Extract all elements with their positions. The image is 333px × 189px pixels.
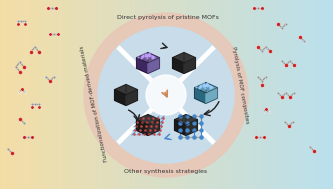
Polygon shape (194, 88, 206, 103)
Circle shape (84, 13, 248, 177)
Polygon shape (174, 115, 197, 125)
Circle shape (98, 27, 234, 163)
Polygon shape (174, 120, 186, 136)
Polygon shape (137, 58, 148, 74)
Polygon shape (115, 90, 126, 105)
Polygon shape (137, 115, 160, 125)
Text: Functionalization of MOF-derived materials: Functionalization of MOF-derived materia… (79, 45, 109, 161)
Text: Other synthesis strategies: Other synthesis strategies (125, 169, 207, 174)
Polygon shape (148, 58, 160, 74)
Polygon shape (115, 84, 138, 95)
Text: Direct pyrolysis of pristine MOFs: Direct pyrolysis of pristine MOFs (117, 15, 219, 20)
Polygon shape (137, 120, 148, 136)
Polygon shape (184, 58, 195, 74)
Polygon shape (137, 53, 160, 63)
Polygon shape (194, 83, 217, 93)
Polygon shape (126, 90, 138, 105)
Polygon shape (186, 120, 197, 136)
Polygon shape (172, 53, 195, 63)
Text: Pyrolysis of MOF composites: Pyrolysis of MOF composites (231, 46, 249, 124)
Polygon shape (172, 58, 184, 74)
Circle shape (146, 75, 186, 115)
Polygon shape (148, 120, 160, 136)
Polygon shape (206, 88, 217, 103)
